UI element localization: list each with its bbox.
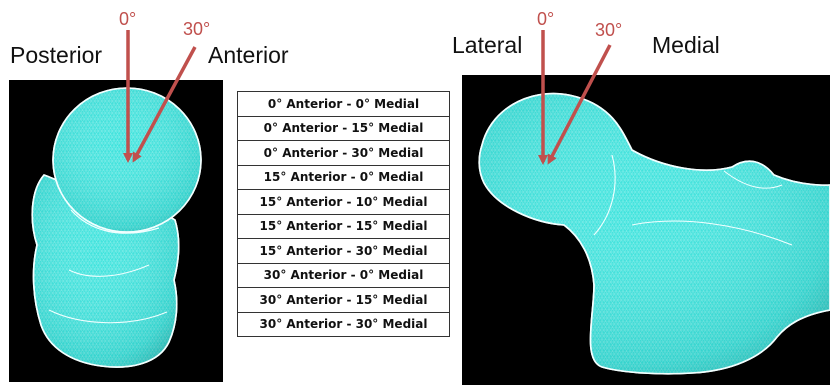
configuration-cell: 0° Anterior - 0° Medial xyxy=(237,91,450,117)
configuration-cell: 0° Anterior - 15° Medial xyxy=(237,115,450,141)
lateral-label: Lateral xyxy=(452,32,523,58)
lateral-view-panel xyxy=(462,75,830,385)
configuration-row: 30° Anterior - 15° Medial xyxy=(237,287,450,313)
femur-lateral-view-image xyxy=(478,92,830,375)
configuration-cell: 30° Anterior - 0° Medial xyxy=(237,262,450,288)
configuration-row: 0° Anterior - 15° Medial xyxy=(237,115,450,141)
configuration-cell: 15° Anterior - 15° Medial xyxy=(237,213,450,239)
anterior-label: Anterior xyxy=(208,42,289,68)
configuration-row: 15° Anterior - 0° Medial xyxy=(237,164,450,190)
configuration-cell: 30° Anterior - 15° Medial xyxy=(237,287,450,313)
configuration-row: 15° Anterior - 30° Medial xyxy=(237,238,450,264)
angle-30-left-label: 30° xyxy=(183,19,211,39)
configuration-row: 0° Anterior - 30° Medial xyxy=(237,140,450,166)
configuration-row: 15° Anterior - 10° Medial xyxy=(237,189,450,215)
medial-label: Medial xyxy=(652,32,720,58)
configuration-row: 15° Anterior - 15° Medial xyxy=(237,213,450,239)
configuration-cell: 15° Anterior - 0° Medial xyxy=(237,164,450,190)
angle-0-left-label: 0° xyxy=(119,9,137,29)
configuration-cell: 30° Anterior - 30° Medial xyxy=(237,311,450,337)
configuration-cell: 15° Anterior - 10° Medial xyxy=(237,189,450,215)
configuration-row: 0° Anterior - 0° Medial xyxy=(237,91,450,117)
loading-configuration-table: 0° Anterior - 0° Medial 0° Anterior - 15°… xyxy=(237,91,450,337)
configuration-cell: 15° Anterior - 30° Medial xyxy=(237,238,450,264)
angle-30-right-label: 30° xyxy=(595,20,623,40)
posterior-label: Posterior xyxy=(10,42,103,68)
configuration-row: 30° Anterior - 30° Medial xyxy=(237,311,450,337)
configuration-row: 30° Anterior - 0° Medial xyxy=(237,262,450,288)
angle-0-right-label: 0° xyxy=(537,9,555,29)
configuration-list: 0° Anterior - 0° Medial 0° Anterior - 15°… xyxy=(237,91,450,337)
configuration-cell: 0° Anterior - 30° Medial xyxy=(237,140,450,166)
posterior-view-panel xyxy=(9,80,223,382)
femur-posterior-view-image xyxy=(31,87,202,368)
